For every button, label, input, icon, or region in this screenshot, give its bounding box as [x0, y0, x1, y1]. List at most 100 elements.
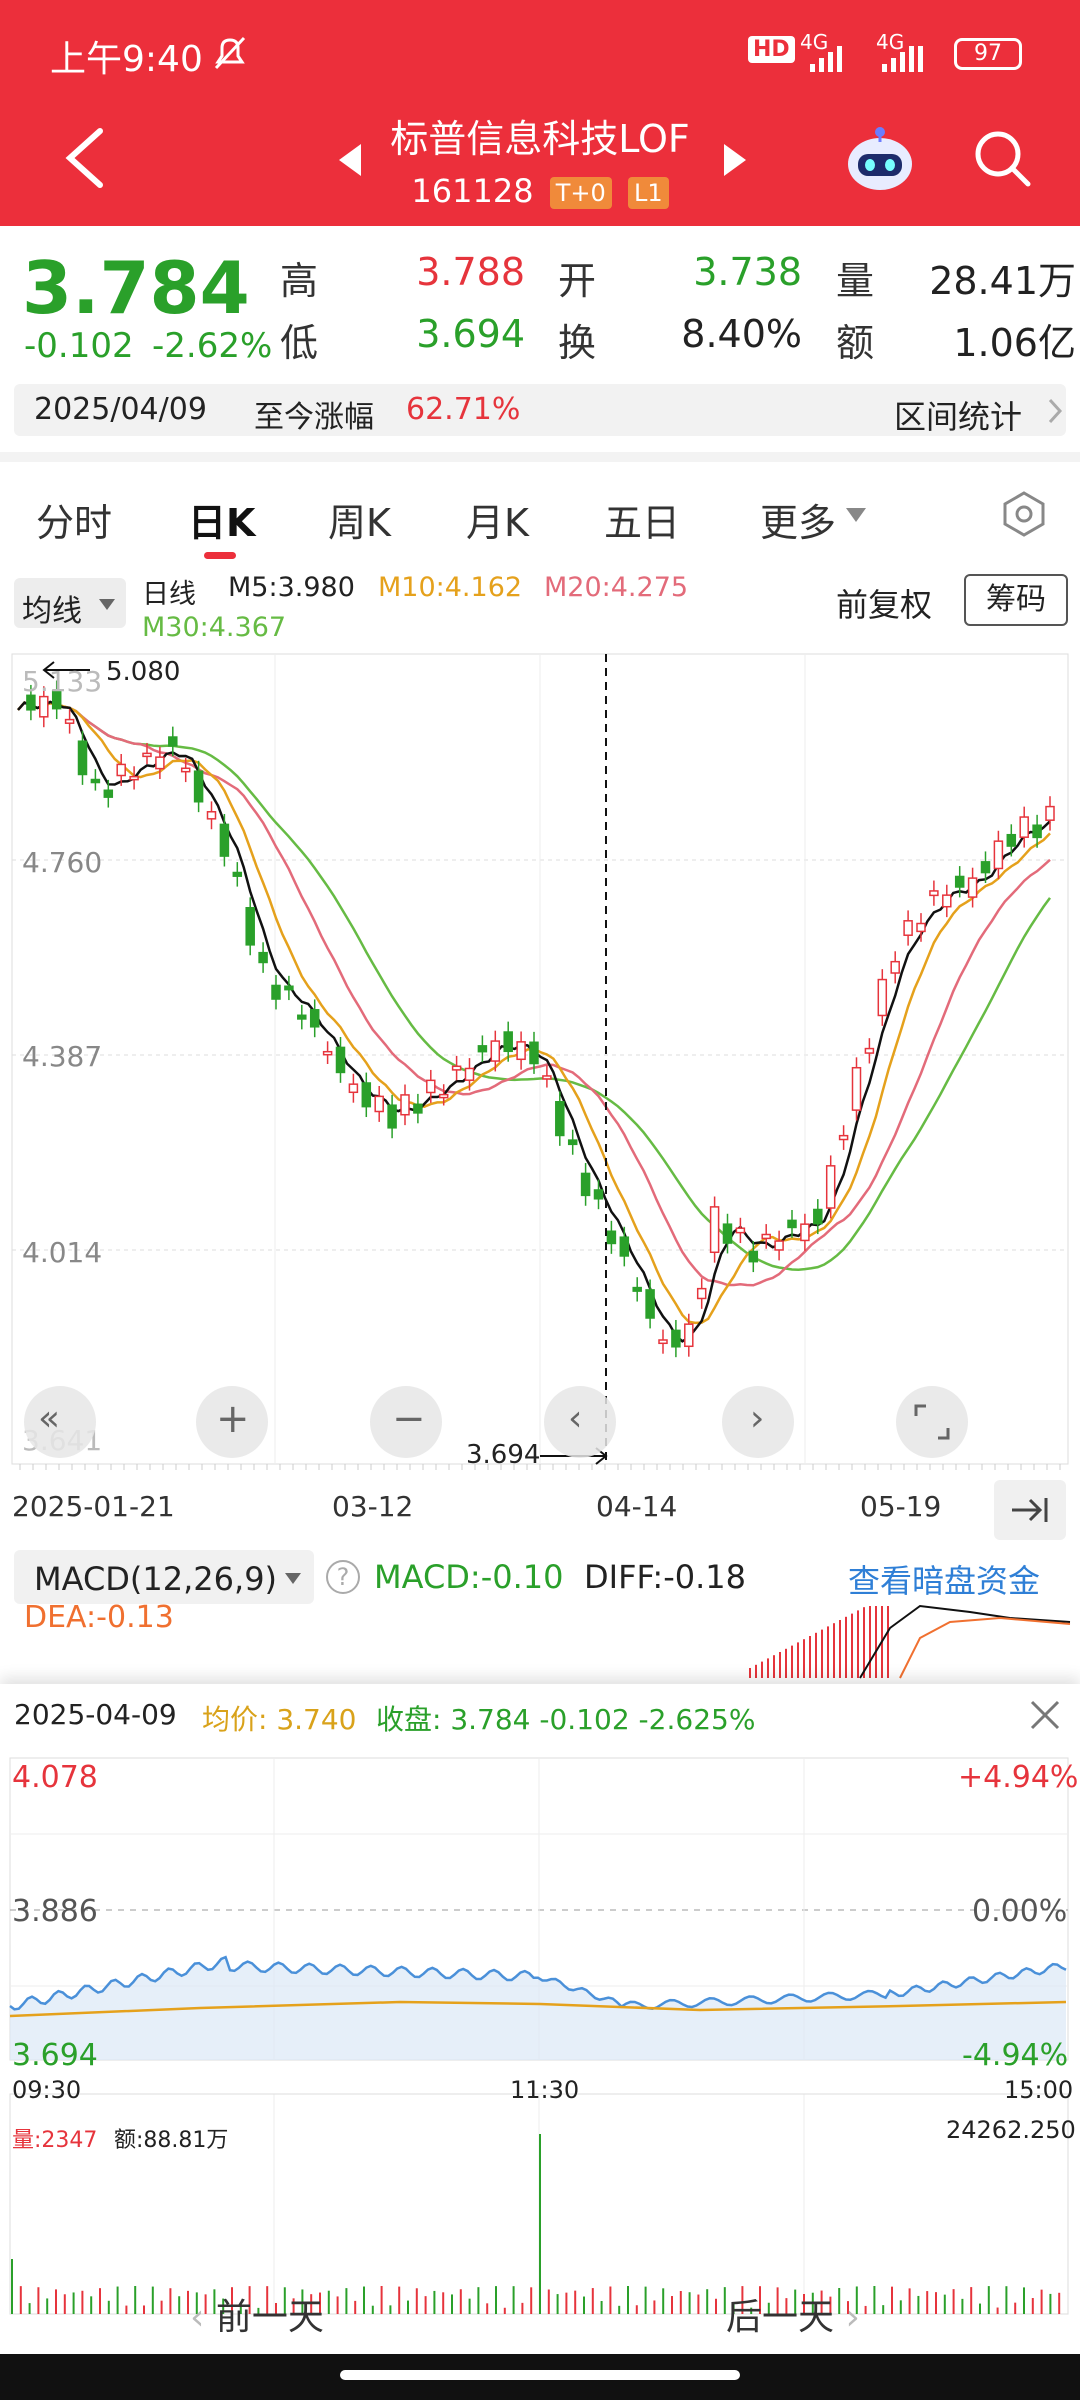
- ma10-line: [17, 701, 1051, 1325]
- macd-chart: [749, 1604, 1071, 1679]
- battery-icon: 97: [954, 38, 1022, 70]
- candle: [245, 907, 255, 946]
- high-label: 高: [280, 259, 319, 303]
- ma10-label: M10:4.162: [378, 572, 523, 603]
- price-area: [10, 1957, 1066, 2060]
- tab-month-k[interactable]: 月K: [466, 501, 529, 545]
- candle: [142, 752, 152, 758]
- fullscreen-button[interactable]: [896, 1386, 968, 1458]
- caret-down-icon: [99, 599, 115, 610]
- zoom-in-button[interactable]: +: [196, 1386, 268, 1458]
- candle: [503, 1031, 513, 1053]
- next-stock-icon[interactable]: [720, 140, 750, 180]
- candle: [374, 1095, 384, 1113]
- candle: [1006, 833, 1017, 847]
- candle: [800, 1223, 810, 1242]
- candle: [477, 1045, 488, 1053]
- vol-max-label: 24262.250: [946, 2116, 1076, 2144]
- x-label-2: 03-12: [332, 1490, 414, 1523]
- help-icon[interactable]: ?: [326, 1560, 360, 1594]
- ma-dropdown[interactable]: 均线: [14, 578, 126, 629]
- intra-pct-bot: -4.94%: [962, 2038, 1069, 2073]
- next-day-button[interactable]: 后一天 ›: [726, 2288, 860, 2340]
- zoom-out-button[interactable]: −: [370, 1386, 442, 1458]
- intraday-panel: 2025-04-09 均价: 3.740 收盘: 3.784 -0.102 -2…: [0, 1684, 1080, 2400]
- last-price: 3.784: [22, 246, 250, 330]
- candle: [103, 789, 114, 798]
- low-value: 3.694: [416, 312, 525, 356]
- adjust-toggle[interactable]: 前复权: [836, 586, 933, 624]
- dark-pool-link[interactable]: 查看暗盘资金: [848, 1562, 1041, 1600]
- dea-line: [899, 1616, 1071, 1679]
- candle: [193, 770, 204, 803]
- intraday-chart[interactable]: [0, 1754, 1080, 2364]
- candle: [1045, 805, 1055, 821]
- range-stat-button[interactable]: 区间统计: [894, 398, 1023, 436]
- tab-indicator: [204, 552, 236, 559]
- candle: [64, 718, 75, 724]
- min-price-label: 3.694: [466, 1440, 541, 1470]
- home-indicator[interactable]: [340, 2370, 740, 2380]
- x-label-1: 2025-01-21: [12, 1490, 175, 1523]
- time-start: 09:30: [12, 2076, 82, 2104]
- ma30-label: M30:4.367: [142, 612, 287, 643]
- price-line: [9, 1955, 1067, 2011]
- since-label: 至今涨幅: [254, 400, 374, 435]
- candle: [1032, 824, 1042, 839]
- candle: [438, 1093, 449, 1099]
- prev-stock-icon[interactable]: [335, 140, 365, 180]
- candle: [555, 1101, 565, 1137]
- amount-value: 1.06亿: [953, 321, 1076, 365]
- candle: [155, 756, 165, 770]
- kline-chart[interactable]: [0, 650, 1080, 1470]
- close-icon[interactable]: [1028, 1698, 1062, 1732]
- intra-pct-top: +4.94%: [958, 1760, 1079, 1795]
- candle: [813, 1208, 823, 1225]
- scroll-left-button[interactable]: ‹: [544, 1386, 616, 1458]
- settings-hex-icon[interactable]: [1000, 490, 1048, 538]
- candle: [529, 1041, 539, 1065]
- prev-day-button[interactable]: ‹ 前一天: [190, 2288, 324, 2340]
- scroll-left-fast-button[interactable]: «: [24, 1386, 96, 1458]
- stock-code-line: 161128 T+0 L1: [0, 172, 1080, 210]
- scroll-right-button[interactable]: ›: [722, 1386, 794, 1458]
- candle: [51, 690, 62, 710]
- candle: [90, 778, 101, 784]
- tab-week-k[interactable]: 周K: [328, 501, 391, 545]
- ma5-line: [17, 700, 1051, 1343]
- candle: [632, 1286, 642, 1292]
- chevron-right-icon: [1048, 398, 1063, 424]
- back-arrow-icon[interactable]: [60, 125, 110, 191]
- candle: [451, 1065, 462, 1071]
- tab-five-day[interactable]: 五日: [604, 501, 681, 545]
- candle: [619, 1236, 630, 1257]
- chip-button[interactable]: 筹码: [964, 574, 1068, 626]
- ma20-label: M20:4.275: [544, 572, 689, 603]
- max-price-label: 5.080: [106, 657, 181, 687]
- candle: [942, 894, 952, 908]
- hd-badge: HD: [748, 36, 795, 63]
- volume-value: 28.41万: [929, 259, 1076, 303]
- tab-day-k[interactable]: 日K: [188, 501, 256, 545]
- candle: [838, 1134, 849, 1141]
- jump-latest-button[interactable]: [994, 1480, 1066, 1540]
- tag-l1: L1: [627, 177, 669, 209]
- net-4g-1: 4G: [800, 30, 829, 54]
- diff-line: [859, 1604, 1071, 1679]
- range-bar[interactable]: 2025/04/09 至今涨幅 62.71% 区间统计: [14, 384, 1066, 436]
- intra-y-bot: 3.694: [12, 2038, 98, 2073]
- tab-more[interactable]: 更多: [760, 501, 837, 545]
- gesture-bar: [0, 2280, 1080, 2340]
- signal-icon-2: [882, 46, 923, 72]
- candle: [825, 1165, 836, 1209]
- robot-icon[interactable]: [840, 120, 920, 200]
- candle: [322, 1050, 333, 1056]
- tab-intraday[interactable]: 分时: [36, 501, 113, 545]
- candle: [464, 1067, 475, 1081]
- search-icon[interactable]: [970, 126, 1034, 190]
- candle: [890, 960, 900, 974]
- candle: [748, 1250, 759, 1263]
- fullscreen-icon: [914, 1404, 950, 1440]
- macd-dropdown[interactable]: MACD(12,26,9): [14, 1550, 314, 1604]
- candle: [567, 1139, 578, 1146]
